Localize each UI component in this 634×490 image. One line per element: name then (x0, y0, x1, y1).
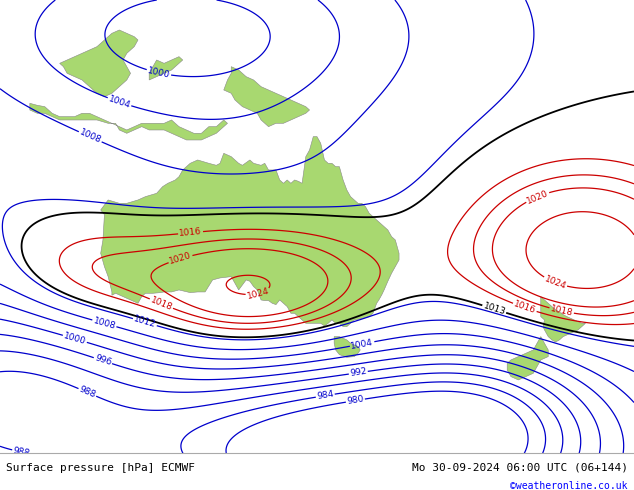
Text: 1016: 1016 (179, 227, 202, 238)
Text: 1012: 1012 (133, 315, 157, 330)
Text: 1020: 1020 (168, 251, 193, 267)
Text: Surface pressure [hPa] ECMWF: Surface pressure [hPa] ECMWF (6, 463, 195, 473)
Text: 1020: 1020 (525, 188, 550, 205)
Text: 980: 980 (346, 395, 365, 406)
Text: Mo 30-09-2024 06:00 UTC (06+144): Mo 30-09-2024 06:00 UTC (06+144) (411, 463, 628, 473)
Text: 1024: 1024 (246, 286, 270, 301)
Text: 984: 984 (316, 390, 334, 401)
Polygon shape (101, 137, 399, 327)
Text: 996: 996 (93, 354, 112, 368)
Text: 1024: 1024 (543, 274, 567, 291)
Text: 1000: 1000 (146, 66, 171, 80)
Text: 988: 988 (12, 446, 31, 458)
Text: 1004: 1004 (350, 338, 374, 350)
Text: 1018: 1018 (149, 295, 174, 312)
Polygon shape (60, 30, 138, 97)
Text: 1018: 1018 (550, 304, 574, 318)
Polygon shape (224, 67, 309, 126)
Text: ©weatheronline.co.uk: ©weatheronline.co.uk (510, 481, 628, 490)
Text: 1008: 1008 (78, 128, 103, 146)
Text: 1013: 1013 (482, 301, 507, 317)
Text: 1008: 1008 (92, 316, 117, 331)
Polygon shape (541, 296, 586, 342)
Text: 1016: 1016 (512, 299, 537, 316)
Polygon shape (334, 337, 360, 357)
Polygon shape (30, 103, 228, 140)
Text: 1000: 1000 (63, 331, 87, 346)
Polygon shape (149, 57, 183, 80)
Polygon shape (507, 337, 548, 380)
Text: 988: 988 (77, 385, 97, 400)
Text: 1004: 1004 (107, 94, 132, 110)
Text: 992: 992 (349, 367, 368, 378)
